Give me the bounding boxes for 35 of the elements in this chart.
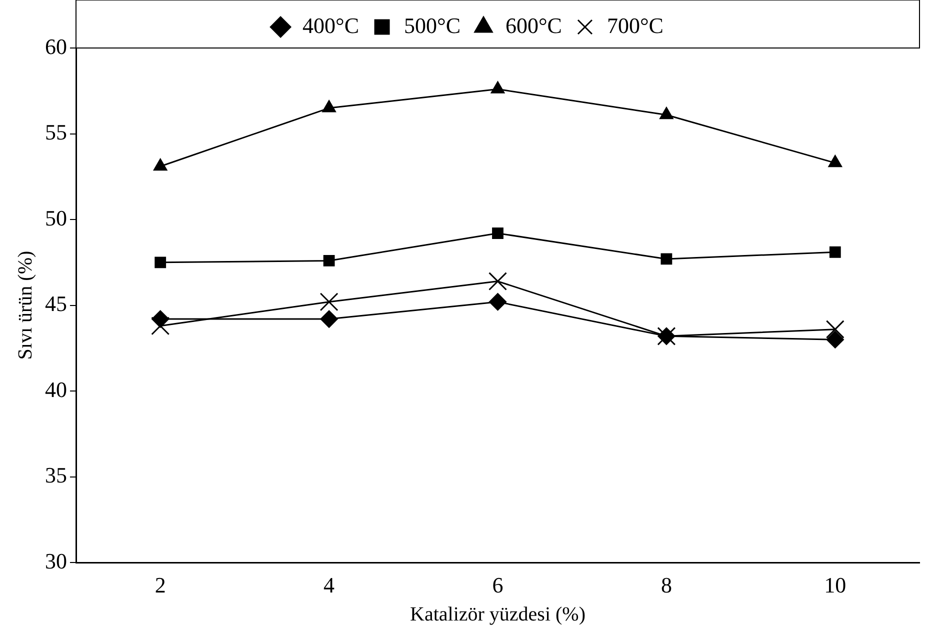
point — [151, 316, 170, 336]
legend-label: 400°C — [302, 12, 360, 38]
point — [320, 310, 338, 328]
legend-label: 700°C — [606, 12, 664, 38]
y-tick-label: 30 — [45, 548, 67, 574]
x-tick-label: 4 — [324, 572, 335, 598]
point — [826, 320, 844, 339]
point — [492, 228, 504, 239]
y-axis-title: Sıvı ürün (%) — [14, 250, 36, 360]
point — [154, 256, 166, 268]
legend-label: 600°C — [506, 12, 562, 38]
point — [660, 107, 674, 120]
point — [323, 255, 335, 266]
x-axis-title: Katalizör yüzdesi (%) — [410, 603, 586, 626]
x-tick-label: 10 — [824, 572, 846, 598]
y-tick-label: 50 — [45, 205, 67, 230]
x-tick-label: 8 — [660, 572, 672, 598]
y-tick-label: 55 — [45, 120, 67, 145]
point — [154, 158, 168, 171]
y-tick-label: 40 — [45, 376, 67, 402]
point — [322, 100, 336, 112]
y-tick-label: 35 — [45, 462, 67, 488]
point — [490, 81, 505, 94]
y-tick-label: 45 — [45, 291, 67, 316]
point — [828, 155, 842, 168]
point — [320, 292, 338, 312]
point — [829, 246, 841, 258]
x-tick-label: 6 — [492, 572, 504, 598]
y-tick-label: 60 — [45, 34, 67, 59]
point — [826, 330, 844, 348]
point — [489, 293, 506, 311]
point — [488, 272, 507, 291]
point — [660, 253, 672, 265]
legend-label: 500°C — [404, 12, 461, 38]
x-tick-label: 2 — [154, 572, 166, 598]
